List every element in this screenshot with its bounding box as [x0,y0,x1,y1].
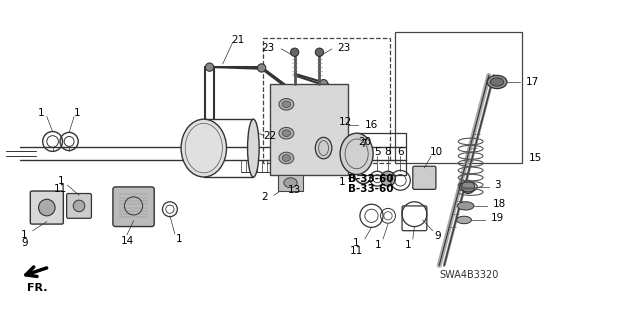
Bar [278,174,303,191]
Circle shape [291,48,299,56]
Text: 16: 16 [365,120,378,130]
Circle shape [291,89,299,97]
Ellipse shape [284,178,297,188]
Text: 1: 1 [339,177,346,187]
Text: 8: 8 [385,147,391,157]
Text: 13: 13 [288,185,301,195]
Ellipse shape [282,101,291,108]
Ellipse shape [456,216,472,224]
FancyBboxPatch shape [113,187,154,226]
Text: 22: 22 [263,131,276,141]
Text: 19: 19 [490,213,504,223]
Text: 1: 1 [58,176,64,186]
Text: 9: 9 [435,232,441,241]
Text: 1: 1 [21,230,28,240]
Ellipse shape [487,75,507,89]
Text: 1: 1 [74,108,81,118]
Bar [263,38,390,163]
Text: 21: 21 [231,35,244,45]
Circle shape [319,79,328,88]
FancyBboxPatch shape [30,191,63,224]
Circle shape [205,63,214,71]
Circle shape [38,199,55,216]
Text: 23: 23 [338,43,351,53]
Text: 2: 2 [260,192,268,202]
Circle shape [73,200,85,212]
Circle shape [257,64,266,72]
Ellipse shape [181,119,227,177]
FancyBboxPatch shape [67,194,92,218]
Text: 12: 12 [339,117,351,128]
Circle shape [461,180,475,194]
Text: 20: 20 [358,137,371,147]
Circle shape [381,171,396,186]
Text: 5: 5 [374,147,381,157]
Text: 7: 7 [360,139,367,149]
Text: SWA4B3320: SWA4B3320 [439,270,499,280]
Text: B-33-60: B-33-60 [348,174,394,184]
Text: 1: 1 [38,108,44,118]
Text: FR.: FR. [27,283,47,293]
Text: 6: 6 [397,147,404,157]
Text: 1: 1 [375,240,381,250]
Circle shape [300,121,308,129]
Text: 11: 11 [54,184,67,194]
Ellipse shape [279,99,294,110]
Text: 14: 14 [120,236,134,247]
Circle shape [319,100,328,108]
Ellipse shape [340,133,373,174]
Text: B-33-60: B-33-60 [348,184,394,194]
Ellipse shape [458,202,474,210]
Text: 17: 17 [526,77,540,87]
Text: 3: 3 [495,180,501,190]
Ellipse shape [279,127,294,139]
Ellipse shape [490,78,504,86]
Ellipse shape [282,155,291,161]
Text: 23: 23 [260,43,274,53]
Bar [396,33,522,163]
Ellipse shape [279,152,294,164]
FancyBboxPatch shape [413,166,436,189]
Circle shape [316,48,324,56]
Text: 11: 11 [350,246,364,256]
Text: 1: 1 [404,240,411,250]
FancyBboxPatch shape [271,85,347,173]
Ellipse shape [316,137,332,159]
Text: 15: 15 [529,153,541,163]
Text: 1: 1 [176,234,182,244]
Text: 10: 10 [429,147,442,157]
Bar [270,84,348,174]
Text: 9: 9 [21,238,28,248]
Ellipse shape [248,119,259,177]
Text: 18: 18 [493,199,506,209]
Ellipse shape [282,130,291,137]
Text: 1: 1 [353,238,360,248]
